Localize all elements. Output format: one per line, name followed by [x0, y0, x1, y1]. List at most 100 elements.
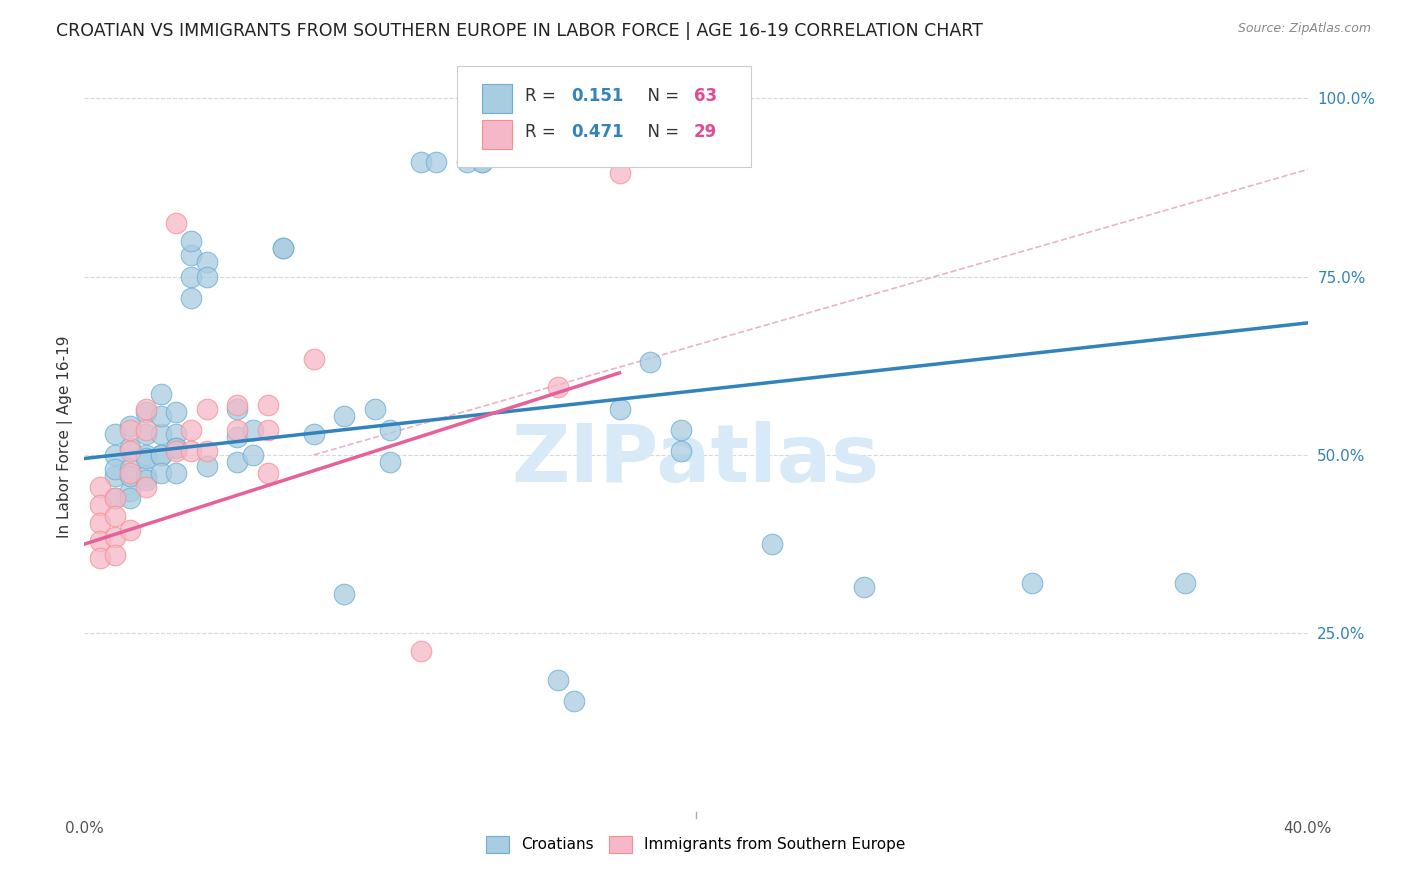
Text: N =: N =: [637, 87, 685, 105]
Point: [120, 469, 142, 483]
Text: Source: ZipAtlas.com: Source: ZipAtlas.com: [1237, 22, 1371, 36]
Point: [149, 426, 172, 441]
Point: [302, 426, 325, 441]
Point: [364, 401, 387, 416]
Text: R =: R =: [524, 87, 561, 105]
Point: [135, 480, 157, 494]
Point: [669, 423, 692, 437]
Point: [165, 441, 187, 455]
Point: [456, 155, 478, 169]
Point: [165, 441, 187, 455]
Point: [165, 405, 187, 419]
Point: [120, 444, 142, 458]
Point: [242, 448, 264, 462]
Point: [180, 423, 202, 437]
FancyBboxPatch shape: [457, 66, 751, 168]
Point: [104, 469, 127, 483]
Point: [471, 155, 494, 169]
Point: [135, 405, 157, 419]
Bar: [482, 84, 513, 112]
Point: [104, 448, 127, 462]
Point: [120, 462, 142, 476]
Point: [135, 469, 157, 483]
Point: [226, 398, 249, 412]
Point: [180, 248, 202, 262]
Point: [149, 387, 172, 401]
Point: [89, 551, 111, 566]
Point: [562, 694, 585, 708]
Point: [226, 423, 249, 437]
Point: [380, 423, 402, 437]
Bar: [482, 120, 513, 149]
Point: [1021, 576, 1043, 591]
Point: [180, 444, 202, 458]
Point: [257, 466, 280, 480]
Text: CROATIAN VS IMMIGRANTS FROM SOUTHERN EUROPE IN LABOR FORCE | AGE 16-19 CORRELATI: CROATIAN VS IMMIGRANTS FROM SOUTHERN EUR…: [56, 22, 983, 40]
Point: [104, 426, 127, 441]
Point: [195, 401, 218, 416]
Point: [180, 234, 202, 248]
Point: [104, 491, 127, 505]
Point: [242, 423, 264, 437]
Text: N =: N =: [637, 123, 685, 141]
Point: [257, 423, 280, 437]
Point: [547, 380, 569, 394]
Point: [853, 580, 876, 594]
Point: [89, 533, 111, 548]
Point: [120, 441, 142, 455]
Point: [271, 241, 294, 255]
Point: [547, 673, 569, 687]
Point: [165, 444, 187, 458]
Point: [1174, 576, 1197, 591]
Point: [380, 455, 402, 469]
Point: [149, 409, 172, 423]
Point: [104, 508, 127, 523]
Point: [609, 166, 631, 180]
Text: R =: R =: [524, 123, 561, 141]
Text: ZIPatlas: ZIPatlas: [512, 420, 880, 499]
Point: [165, 216, 187, 230]
Point: [195, 444, 218, 458]
Point: [271, 241, 294, 255]
Point: [104, 548, 127, 562]
Point: [104, 462, 127, 476]
Legend: Croatians, Immigrants from Southern Europe: Croatians, Immigrants from Southern Euro…: [478, 829, 914, 860]
Point: [104, 530, 127, 544]
Point: [195, 255, 218, 269]
Point: [120, 423, 142, 437]
Point: [669, 444, 692, 458]
Point: [195, 269, 218, 284]
Point: [135, 451, 157, 466]
Point: [226, 430, 249, 444]
Point: [180, 269, 202, 284]
Point: [333, 587, 356, 601]
Point: [135, 426, 157, 441]
Point: [761, 537, 783, 551]
Point: [302, 351, 325, 366]
Point: [180, 291, 202, 305]
Y-axis label: In Labor Force | Age 16-19: In Labor Force | Age 16-19: [58, 335, 73, 539]
Point: [120, 491, 142, 505]
Point: [165, 466, 187, 480]
Point: [89, 516, 111, 530]
Point: [120, 483, 142, 498]
Point: [165, 426, 187, 441]
Point: [257, 398, 280, 412]
Point: [333, 409, 356, 423]
Point: [149, 448, 172, 462]
Point: [89, 480, 111, 494]
Point: [135, 448, 157, 462]
Point: [135, 473, 157, 487]
Point: [135, 401, 157, 416]
Point: [609, 401, 631, 416]
Point: [195, 458, 218, 473]
Point: [638, 355, 661, 369]
Point: [149, 466, 172, 480]
Point: [409, 644, 432, 658]
Point: [120, 419, 142, 434]
Point: [120, 523, 142, 537]
Point: [226, 401, 249, 416]
Point: [120, 466, 142, 480]
Text: 0.471: 0.471: [571, 123, 624, 141]
Text: 0.151: 0.151: [571, 87, 624, 105]
